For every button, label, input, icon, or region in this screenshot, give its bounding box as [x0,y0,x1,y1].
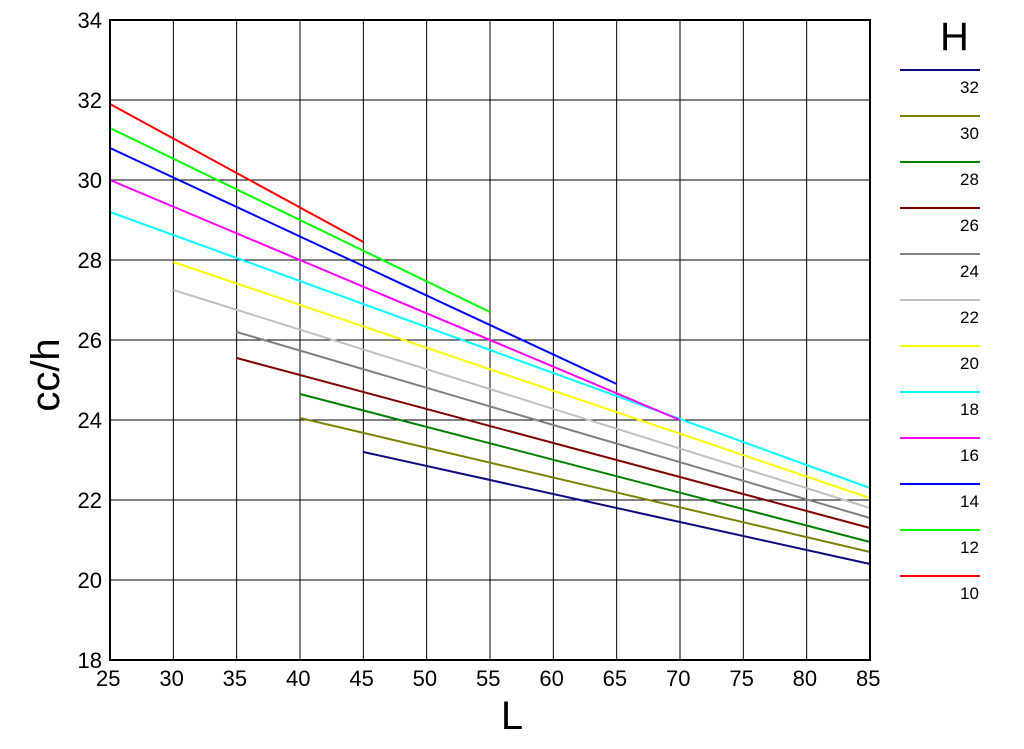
x-tick-label: 85 [856,666,880,692]
legend-item-label: 32 [960,78,979,98]
y-tick-label: 28 [78,248,102,274]
chart-container: cc/h L 253035404550556065707580851820222… [0,0,1024,749]
y-tick-label: 24 [78,408,102,434]
x-tick-label: 70 [666,666,690,692]
y-tick-label: 32 [78,88,102,114]
x-tick-label: 40 [286,666,310,692]
chart-svg [0,0,1024,749]
legend-item-label: 24 [960,262,979,282]
legend-item-label: 20 [960,354,979,374]
x-tick-label: 55 [476,666,500,692]
x-tick-label: 50 [413,666,437,692]
legend-item-label: 22 [960,308,979,328]
legend-item-label: 14 [960,492,979,512]
x-tick-label: 45 [349,666,373,692]
x-tick-label: 30 [159,666,183,692]
y-axis-label: cc/h [24,338,69,411]
x-tick-label: 60 [539,666,563,692]
legend-item-label: 26 [960,216,979,236]
x-axis-label: L [501,694,523,739]
legend-item-label: 16 [960,446,979,466]
x-tick-label: 65 [603,666,627,692]
y-tick-label: 18 [78,648,102,674]
x-tick-label: 35 [223,666,247,692]
legend-item-label: 28 [960,170,979,190]
y-tick-label: 22 [78,488,102,514]
x-tick-label: 80 [793,666,817,692]
y-tick-label: 30 [78,168,102,194]
legend-item-label: 18 [960,400,979,420]
y-tick-label: 26 [78,328,102,354]
legend-title: H [940,15,969,60]
legend-item-label: 30 [960,124,979,144]
legend-item-label: 12 [960,538,979,558]
legend-item-label: 10 [960,584,979,604]
y-tick-label: 20 [78,568,102,594]
y-tick-label: 34 [78,8,102,34]
x-tick-label: 75 [729,666,753,692]
